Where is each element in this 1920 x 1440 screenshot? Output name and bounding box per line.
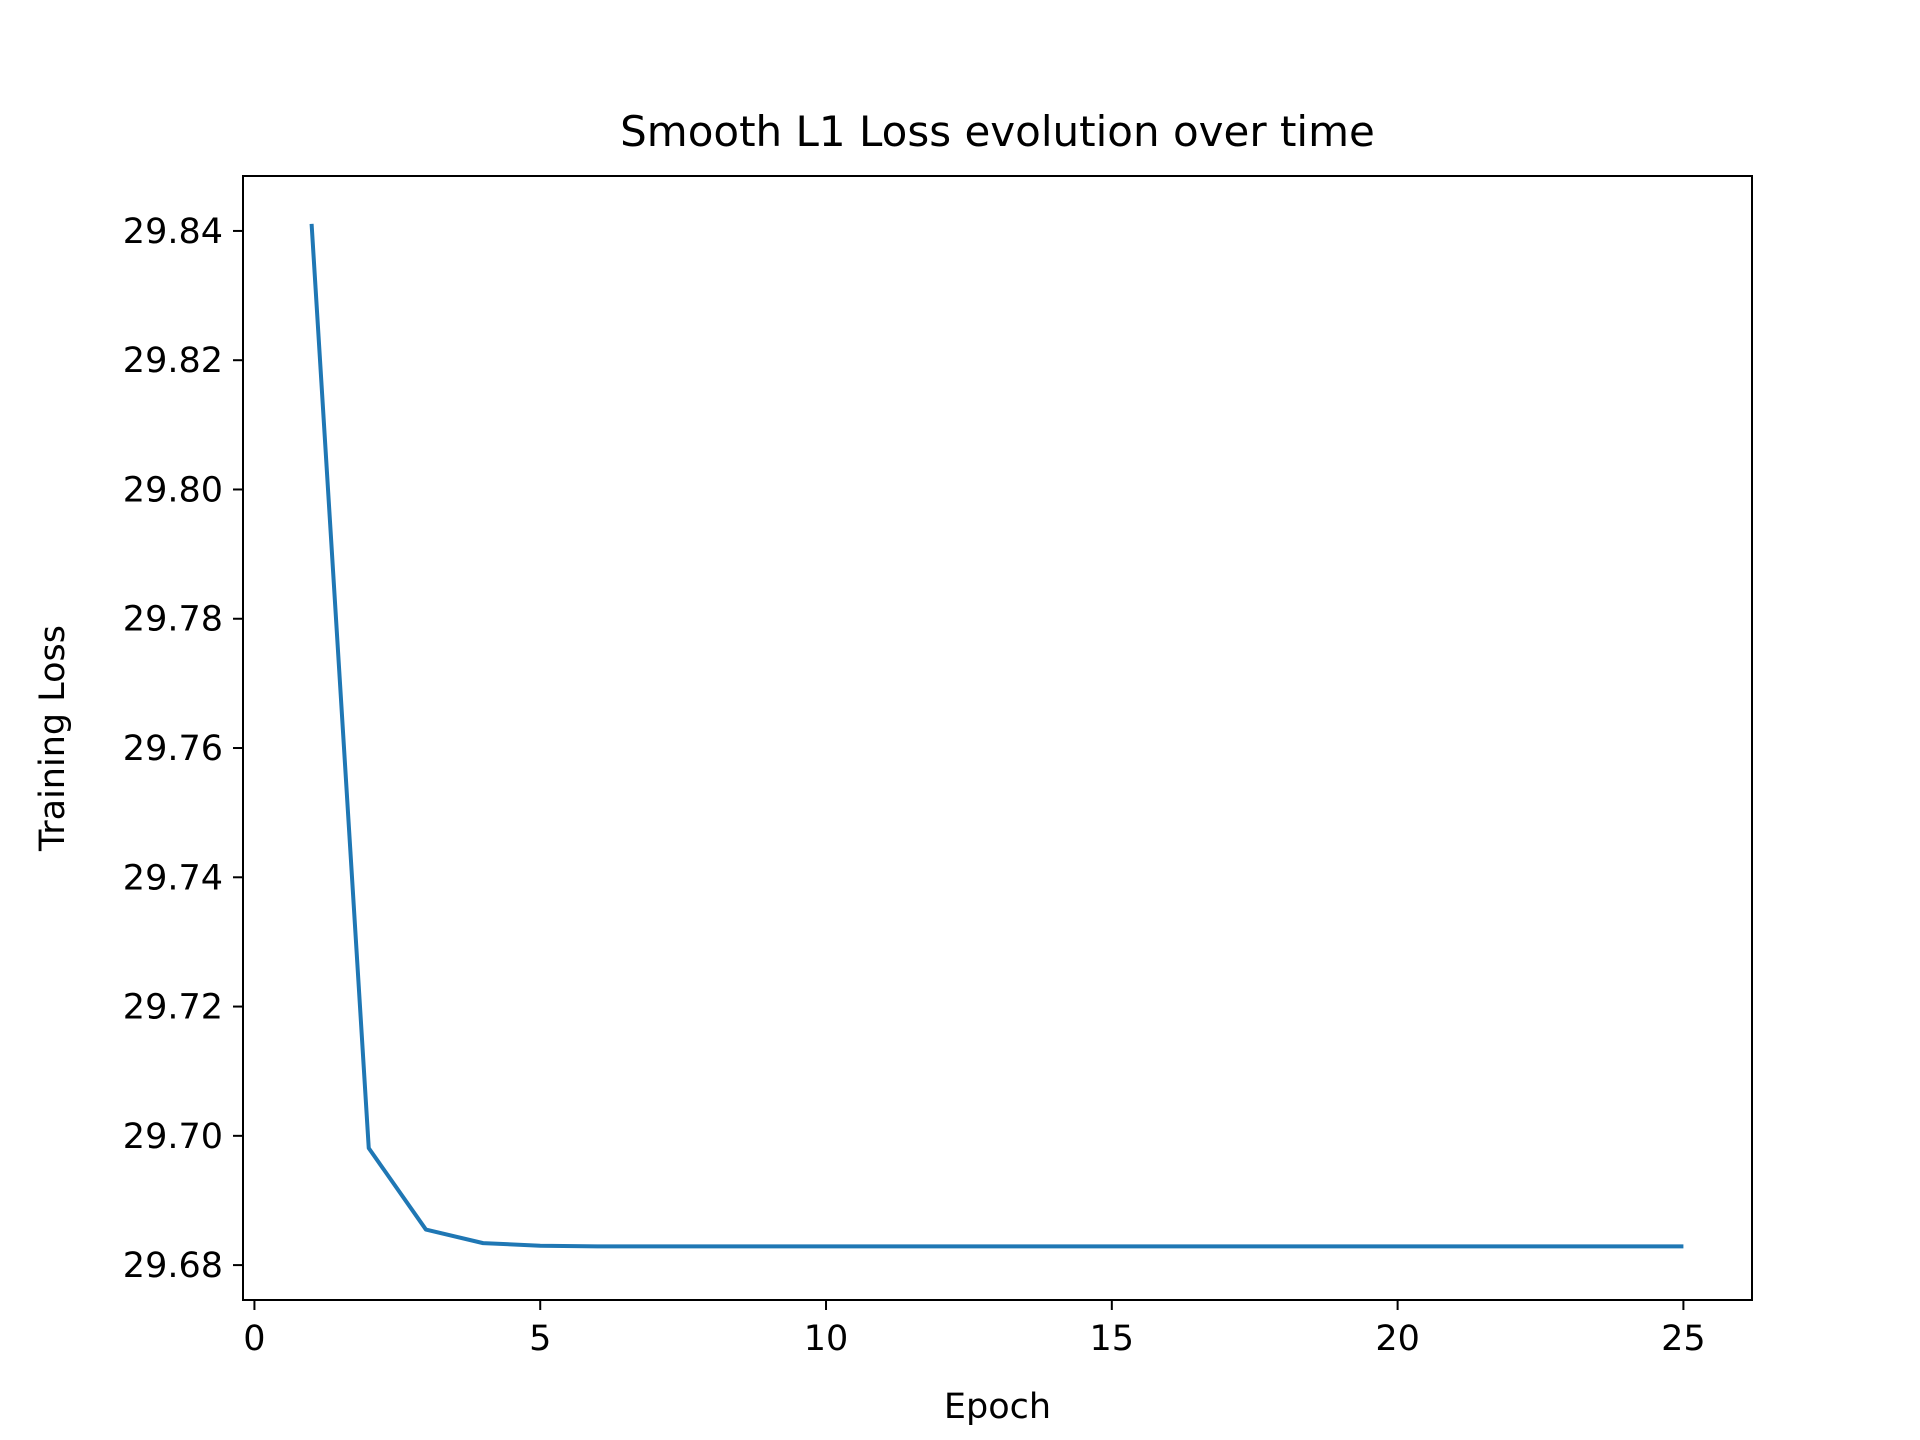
y-tick-label: 29.78 <box>123 600 223 640</box>
plot-frame <box>242 175 1753 1301</box>
y-axis-title: Training Loss <box>33 625 73 852</box>
x-axis-title: Epoch <box>944 1387 1051 1427</box>
y-tick-label: 29.74 <box>123 858 223 898</box>
chart-title: Smooth L1 Loss evolution over time <box>620 107 1375 156</box>
y-tick-label: 29.82 <box>123 341 223 381</box>
y-axis: 29.68 29.70 29.72 29.74 29.76 29.78 29.80 29.82… <box>123 212 243 1286</box>
x-tick-label: 10 <box>804 1319 849 1359</box>
y-tick-label: 29.68 <box>123 1246 223 1286</box>
x-tick-label: 15 <box>1090 1319 1135 1359</box>
x-tick-label: 5 <box>529 1319 551 1359</box>
y-tick-label: 29.80 <box>123 470 223 510</box>
x-tick-label: 0 <box>243 1319 265 1359</box>
series-line <box>309 223 1684 1249</box>
x-axis: 0 5 10 15 20 25 <box>243 1300 1706 1359</box>
x-tick-label: 20 <box>1375 1319 1420 1359</box>
y-tick-label: 29.84 <box>123 212 223 252</box>
x-tick-label: 25 <box>1661 1319 1706 1359</box>
plot-area <box>309 223 1684 1249</box>
y-tick-label: 29.76 <box>123 729 223 769</box>
y-tick-label: 29.72 <box>123 988 223 1028</box>
y-tick-label: 29.70 <box>123 1117 223 1157</box>
